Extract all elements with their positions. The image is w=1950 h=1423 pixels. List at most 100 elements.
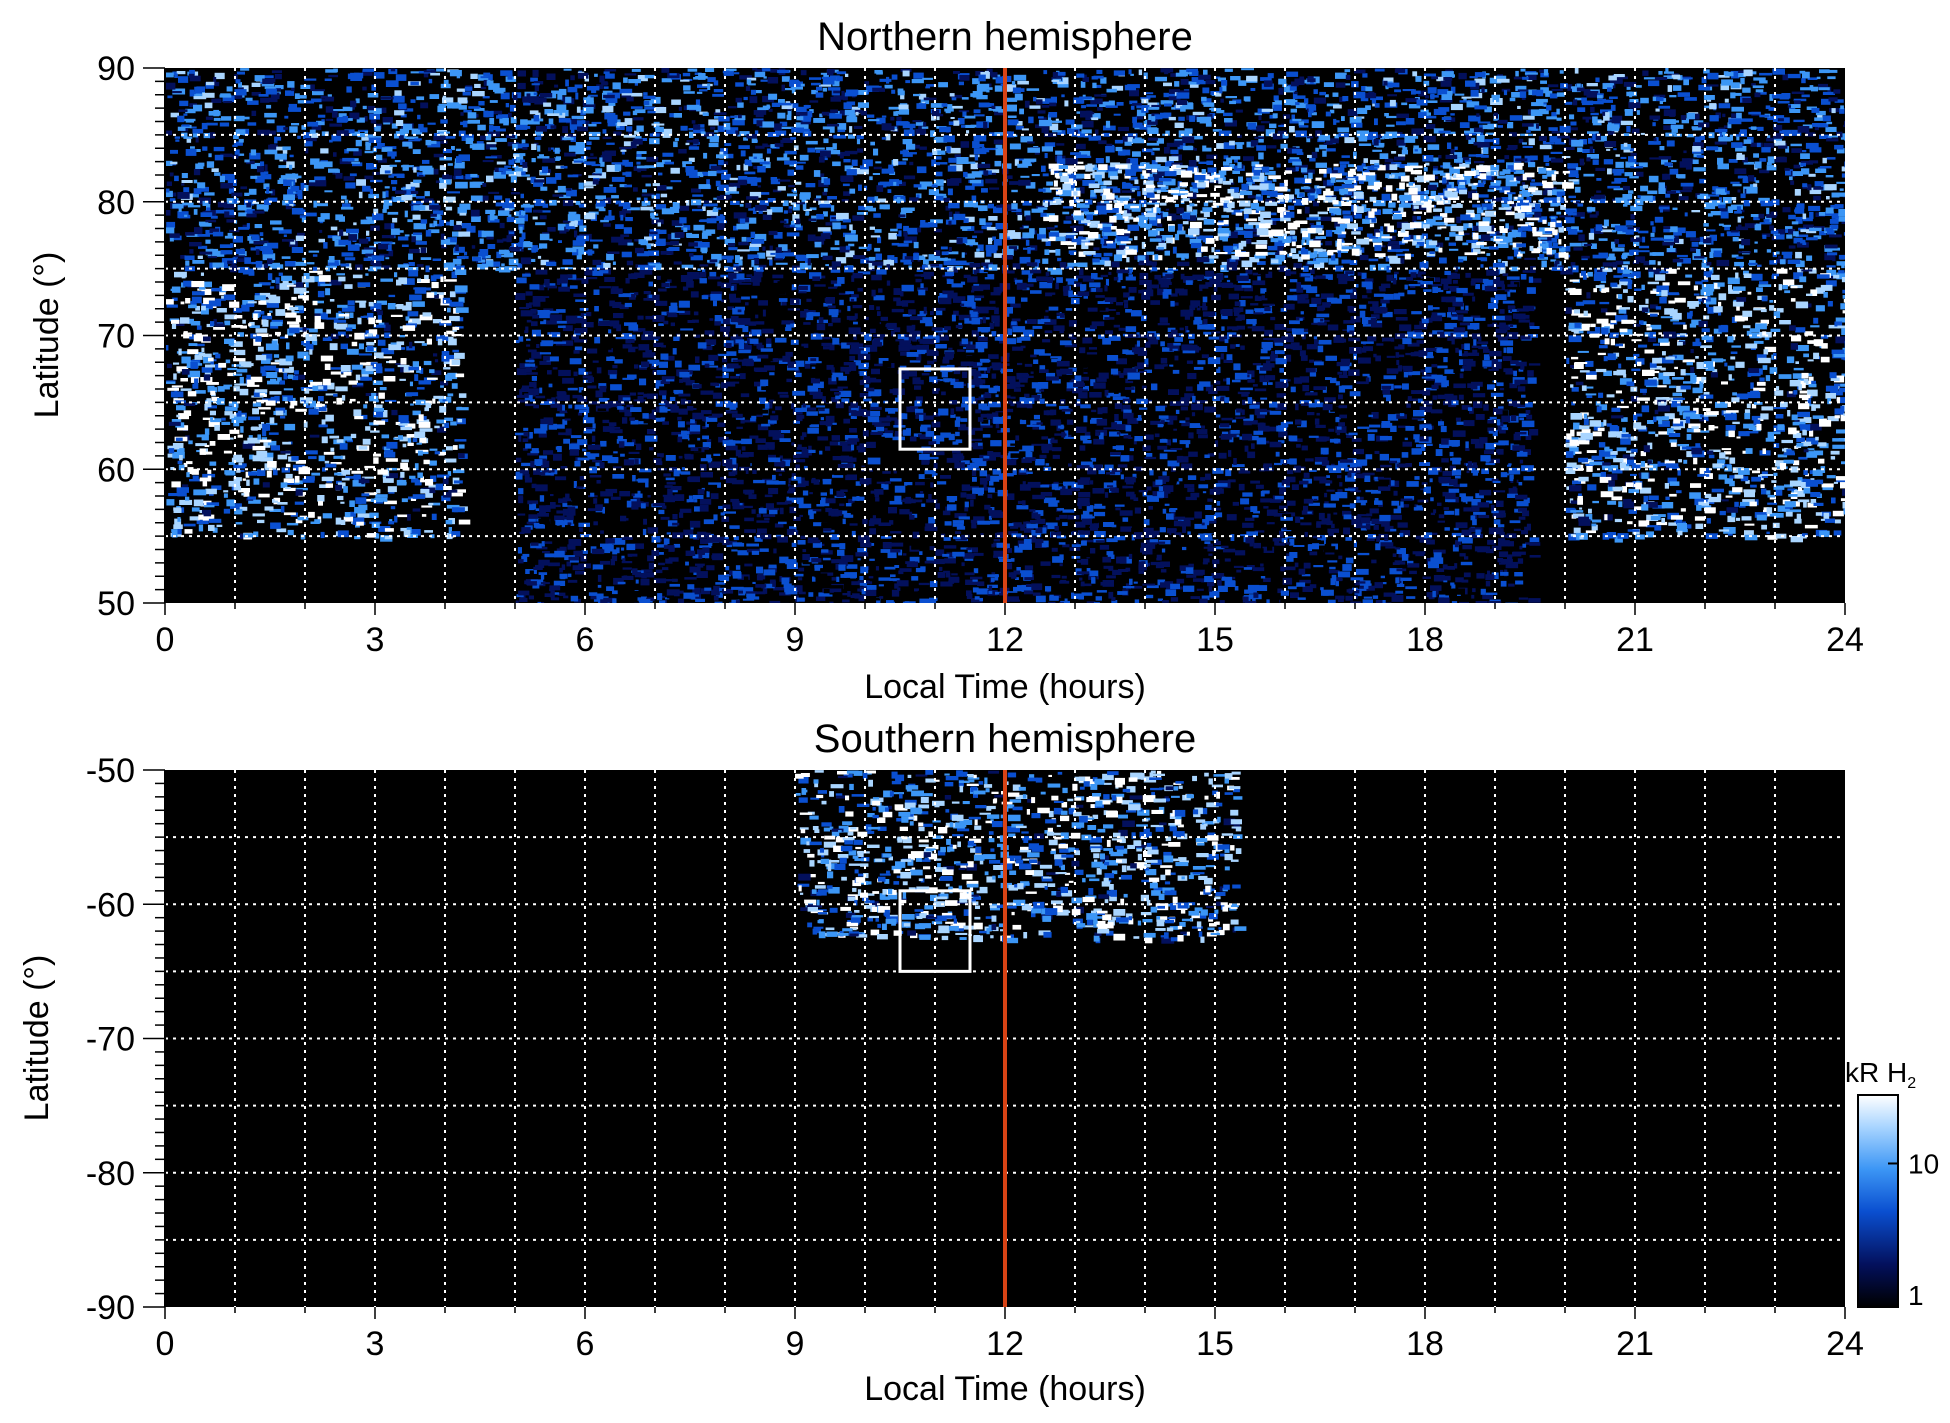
emission-cell	[412, 149, 421, 154]
emission-cell	[607, 118, 618, 123]
emission-cell	[251, 235, 260, 241]
emission-cell	[385, 80, 399, 87]
emission-cell	[1057, 257, 1062, 262]
emission-cell	[1062, 206, 1074, 209]
emission-cell	[554, 84, 559, 88]
emission-cell	[622, 239, 632, 244]
emission-cell	[398, 135, 404, 141]
emission-cell	[1643, 77, 1656, 80]
emission-cell	[1505, 180, 1518, 187]
emission-cell	[594, 73, 598, 77]
emission-cell	[1600, 109, 1613, 114]
emission-cell	[400, 527, 412, 532]
emission-cell	[382, 265, 391, 269]
emission-cell	[862, 159, 873, 167]
emission-cell	[1824, 246, 1833, 252]
emission-cell	[1354, 69, 1366, 74]
emission-cell	[1124, 141, 1132, 146]
emission-cell	[1692, 146, 1701, 152]
emission-cell	[1151, 116, 1156, 122]
emission-cell	[1546, 116, 1557, 120]
emission-cell	[877, 236, 882, 244]
emission-cell	[366, 163, 374, 170]
emission-cell	[1785, 226, 1793, 229]
emission-cell	[544, 109, 554, 115]
emission-cell	[611, 162, 623, 165]
emission-cell	[193, 96, 207, 100]
emission-cell	[995, 223, 1008, 230]
emission-cell	[1294, 188, 1300, 195]
emission-cell	[413, 179, 422, 183]
emission-cell	[1503, 90, 1508, 96]
emission-cell	[1607, 168, 1612, 175]
emission-cell	[657, 185, 667, 191]
emission-cell	[994, 132, 1006, 136]
emission-cell	[1543, 142, 1555, 145]
emission-cell	[1387, 175, 1394, 179]
emission-cell	[1267, 73, 1274, 79]
emission-cell	[1181, 254, 1185, 261]
emission-cell	[1258, 135, 1264, 143]
emission-cell	[891, 74, 898, 80]
emission-cell	[1057, 130, 1066, 135]
emission-cell	[1553, 242, 1558, 248]
emission-cell	[1533, 123, 1539, 131]
emission-cell	[736, 164, 741, 171]
emission-cell	[328, 74, 338, 78]
emission-cell	[495, 128, 506, 132]
emission-cell	[1791, 221, 1799, 225]
emission-cell	[409, 529, 421, 536]
emission-cell	[1734, 210, 1742, 214]
emission-cell	[682, 161, 693, 165]
emission-cell	[1111, 85, 1124, 91]
emission-cell	[1497, 159, 1505, 163]
emission-cell	[1407, 162, 1419, 169]
emission-cell	[1149, 219, 1158, 226]
emission-cell	[939, 126, 951, 133]
emission-cell	[249, 152, 261, 160]
emission-cell	[1065, 215, 1074, 220]
emission-cell	[1373, 209, 1381, 215]
emission-cell	[715, 180, 721, 187]
emission-cell	[1675, 238, 1684, 245]
emission-cell	[390, 223, 394, 229]
emission-cell	[411, 233, 423, 241]
emission-cell	[1731, 82, 1740, 89]
emission-cell	[325, 118, 333, 121]
emission-cell	[1551, 249, 1557, 255]
emission-cell	[669, 113, 675, 118]
emission-cell	[1609, 77, 1623, 84]
emission-cell	[1652, 226, 1656, 233]
emission-cell	[1735, 226, 1749, 231]
emission-cell	[946, 146, 951, 153]
emission-cell	[402, 123, 413, 131]
emission-cell	[981, 147, 986, 151]
emission-cell	[312, 266, 318, 272]
emission-cell	[401, 194, 413, 201]
emission-cell	[1046, 227, 1056, 230]
emission-cell	[209, 228, 220, 233]
emission-cell	[902, 70, 910, 77]
emission-cell	[244, 257, 251, 264]
emission-cell	[603, 223, 611, 227]
emission-cell	[936, 114, 944, 117]
emission-cell	[1384, 113, 1389, 117]
emission-cell	[981, 225, 992, 230]
emission-cell	[1151, 265, 1157, 269]
emission-cell	[1484, 199, 1494, 202]
emission-cell	[1314, 261, 1325, 269]
emission-cell	[1579, 139, 1588, 145]
emission-cell	[558, 118, 571, 123]
emission-cell	[888, 168, 895, 173]
emission-cell	[227, 179, 237, 186]
emission-cell	[1713, 250, 1722, 258]
emission-cell	[973, 201, 978, 208]
emission-cell	[316, 120, 325, 126]
emission-cell	[721, 173, 731, 180]
emission-cell	[998, 109, 1006, 113]
emission-cell	[978, 102, 990, 108]
emission-cell	[885, 133, 891, 141]
emission-cell	[660, 250, 674, 255]
emission-cell	[1794, 209, 1800, 213]
emission-cell	[1735, 146, 1747, 152]
